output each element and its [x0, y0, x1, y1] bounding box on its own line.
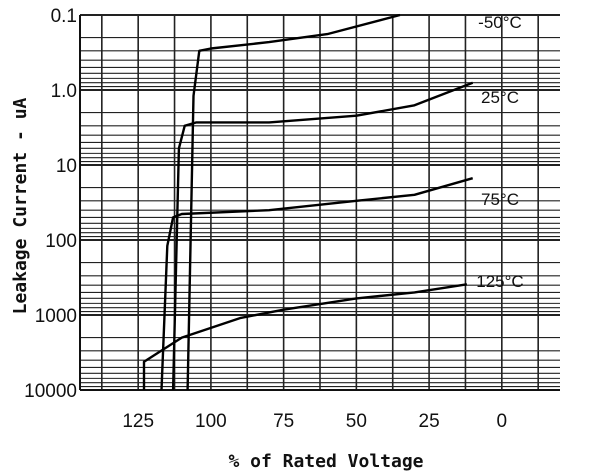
y-tick-label: 10 — [56, 156, 77, 177]
series-label-1: -50°C — [478, 13, 522, 32]
y-axis-title: Leakage Current - uA — [10, 97, 31, 314]
y-tick-label: 10000 — [24, 381, 77, 402]
x-tick-labels: 125 100 75 50 25 0 — [122, 411, 507, 432]
chart-series — [144, 15, 473, 390]
x-tick-label: 0 — [497, 411, 508, 432]
x-tick-label: 100 — [195, 411, 227, 432]
y-tick-label: 0.1 — [51, 6, 77, 27]
x-tick-label: 75 — [273, 411, 294, 432]
y-tick-labels: 0.1 1.0 10 100 1000 10000 — [24, 6, 77, 402]
series-label-2: 25°C — [481, 88, 519, 107]
series-label-3: 75°C — [481, 190, 519, 209]
series-labels: -50°C 25°C 75°C 125°C — [476, 13, 523, 291]
x-tick-label: 25 — [419, 411, 440, 432]
y-tick-label: 1000 — [35, 306, 77, 327]
x-tick-label: 125 — [122, 411, 154, 432]
y-tick-label: 1.0 — [51, 81, 77, 102]
x-axis-title: % of Rated Voltage — [228, 451, 423, 472]
y-tick-label: 100 — [45, 231, 77, 252]
series-label-4: 125°C — [476, 272, 523, 291]
series-line-1 — [188, 15, 400, 390]
x-tick-label: 50 — [346, 411, 367, 432]
